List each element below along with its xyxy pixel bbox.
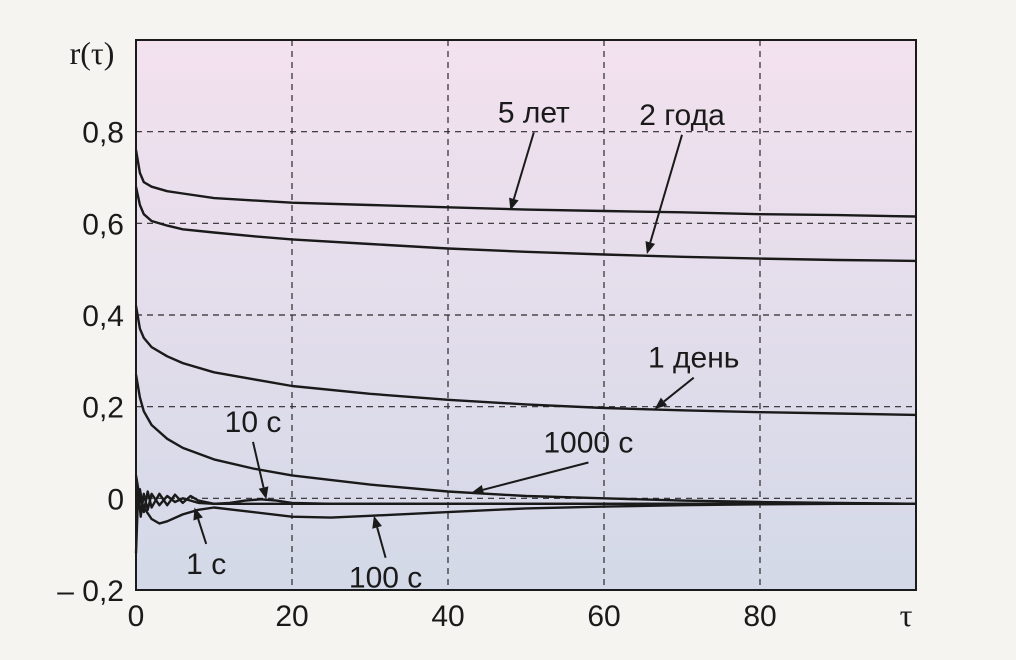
arrowhead-icon	[509, 197, 519, 211]
arrowhead-icon	[258, 486, 269, 500]
series-line-5	[134, 475, 916, 525]
series-line-1	[134, 149, 917, 218]
plot-frame	[135, 39, 917, 591]
series-label-1-с: 1 с	[186, 548, 226, 581]
series-line-3	[134, 305, 917, 417]
series-label-1000-с: 1000 с	[543, 427, 633, 460]
arrowhead-icon	[471, 485, 485, 495]
x-tick-label: 80	[743, 600, 776, 633]
x-tick-label: 40	[431, 600, 464, 633]
annotation-pointer	[649, 134, 683, 243]
annotation-pointer	[252, 441, 265, 488]
chart-labels: 0 20 40 60 80– 0,200,20,40,60,8τr(τ)5 лет 2 г…	[57, 35, 912, 633]
grid	[136, 40, 916, 590]
series-label-5-лет: 5 лет	[498, 97, 570, 130]
x-axis-label: τ	[900, 597, 913, 633]
annotation-pointers	[193, 132, 695, 558]
arrowhead-icon	[654, 397, 668, 409]
series-line-2	[134, 186, 917, 263]
annotation-pointer	[512, 132, 535, 200]
annotation-pointer	[482, 461, 589, 491]
annotation-pointer	[663, 376, 695, 403]
x-tick-label: 0	[128, 600, 145, 633]
arrowhead-icon	[193, 507, 203, 521]
arrowhead-icon	[645, 241, 656, 254]
series-label-1-день: 1 день	[648, 342, 739, 375]
y-tick-label: – 0,2	[57, 575, 124, 608]
y-tick-label: 0,6	[82, 208, 124, 241]
y-axis-label: r(τ)	[70, 35, 115, 71]
x-tick-label: 20	[275, 600, 308, 633]
series-label-2-года: 2 года	[639, 99, 725, 132]
series-line-4	[134, 374, 917, 505]
y-tick-label: 0,4	[82, 300, 124, 333]
arrowhead-icon	[372, 515, 382, 529]
series-line-7	[134, 488, 916, 554]
y-tick-label: 0,2	[82, 392, 124, 425]
y-tick-label: 0	[107, 483, 124, 516]
series-label-10-с: 10 с	[225, 406, 282, 439]
annotation-pointer	[376, 527, 387, 558]
y-tick-label: 0,8	[82, 117, 124, 150]
x-tick-label: 60	[587, 600, 620, 633]
annotation-pointer	[197, 518, 208, 545]
series-group	[134, 149, 917, 554]
